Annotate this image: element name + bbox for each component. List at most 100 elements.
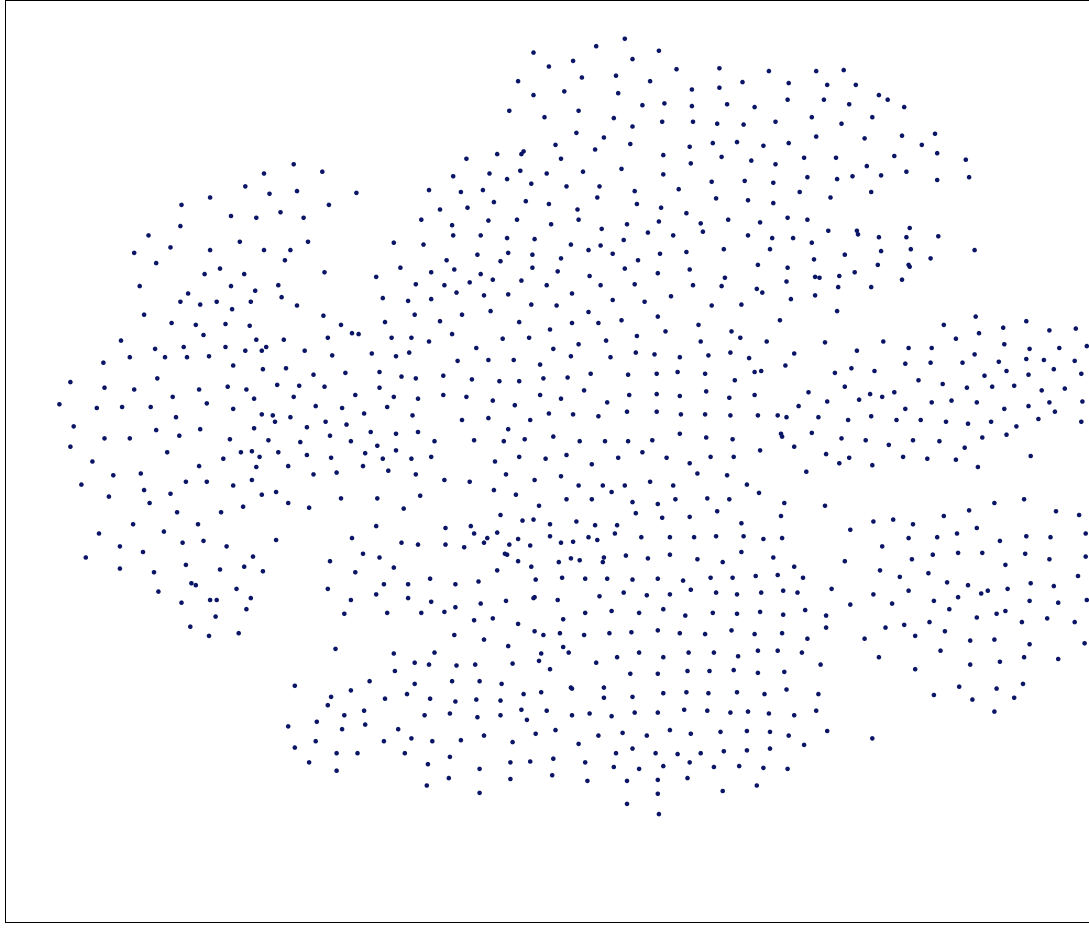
scatter-point <box>876 654 882 660</box>
scatter-point <box>515 78 521 84</box>
scatter-point <box>593 660 599 665</box>
scatter-point <box>325 586 331 592</box>
scatter-point <box>742 178 747 184</box>
scatter-point <box>706 353 711 358</box>
scatter-point <box>478 233 484 238</box>
scatter-point <box>260 366 266 372</box>
scatter-point <box>1055 600 1061 605</box>
scatter-point <box>625 372 631 378</box>
scatter-point <box>655 671 661 677</box>
scatter-point <box>151 570 157 575</box>
scatter-point <box>633 510 639 516</box>
scatter-point <box>655 710 661 715</box>
scatter-point <box>846 102 852 107</box>
scatter-point <box>941 513 947 519</box>
scatter-point <box>625 438 631 444</box>
scatter-point <box>871 519 876 524</box>
scatter-point <box>760 290 765 295</box>
scatter-point <box>711 650 717 655</box>
scatter-point <box>516 319 522 325</box>
scatter-point <box>688 587 694 593</box>
scatter-point <box>647 78 653 84</box>
scatter-point <box>661 152 666 158</box>
scatter-point <box>841 67 846 73</box>
scatter-point <box>863 438 868 443</box>
scatter-point <box>338 496 344 501</box>
scatter-point <box>254 215 259 221</box>
scatter-point <box>683 613 688 618</box>
scatter-point <box>544 708 549 713</box>
scatter-point <box>947 606 952 612</box>
scatter-point <box>624 778 630 784</box>
scatter-point <box>670 233 676 238</box>
scatter-point <box>586 309 591 315</box>
scatter-point <box>238 450 244 455</box>
scatter-point <box>667 534 673 540</box>
scatter-point <box>533 731 538 737</box>
scatter-point <box>655 501 661 507</box>
scatter-point <box>204 479 210 485</box>
scatter-point <box>695 471 700 476</box>
scatter-point <box>667 592 673 597</box>
scatter-point <box>514 217 520 222</box>
scatter-point <box>577 558 582 563</box>
scatter-point <box>465 205 470 210</box>
scatter-point <box>889 601 895 606</box>
scatter-point <box>868 284 874 290</box>
scatter-point <box>477 678 482 684</box>
scatter-point <box>384 610 390 616</box>
scatter-point <box>741 534 746 539</box>
scatter-point <box>338 322 344 328</box>
scatter-point <box>754 286 760 292</box>
scatter-point <box>564 184 569 189</box>
scatter-point <box>313 403 319 409</box>
scatter-point <box>153 427 159 433</box>
scatter-point <box>696 322 701 328</box>
scatter-point <box>327 558 333 564</box>
scatter-point <box>587 273 592 279</box>
scatter-point <box>604 576 610 581</box>
scatter-point <box>259 492 265 498</box>
scatter-point <box>471 438 477 443</box>
scatter-point <box>761 765 766 771</box>
scatter-point <box>687 514 692 520</box>
scatter-point <box>752 369 757 375</box>
scatter-point <box>907 264 912 270</box>
scatter-point <box>488 308 493 314</box>
scatter-point <box>564 497 569 502</box>
scatter-point <box>811 257 817 262</box>
scatter-point <box>635 258 641 263</box>
scatter-point <box>767 746 773 751</box>
scatter-point <box>972 352 977 357</box>
scatter-point <box>503 598 509 604</box>
scatter-point <box>546 201 552 207</box>
scatter-point <box>927 619 932 625</box>
scatter-point <box>962 445 967 451</box>
scatter-point <box>710 610 716 616</box>
scatter-point <box>667 552 673 557</box>
scatter-point <box>544 171 549 176</box>
scatter-point <box>373 274 379 280</box>
scatter-point <box>1004 368 1009 374</box>
scatter-point <box>690 119 696 125</box>
scatter-point <box>524 717 530 723</box>
scatter-point <box>785 215 790 221</box>
scatter-point <box>1053 509 1059 514</box>
scatter-point <box>850 174 855 179</box>
scatter-point <box>449 331 455 337</box>
scatter-point <box>592 147 598 152</box>
scatter-point <box>343 370 348 376</box>
scatter-point <box>721 749 727 754</box>
scatter-point <box>659 119 665 125</box>
scatter-point <box>508 760 513 765</box>
scatter-point <box>925 456 930 462</box>
scatter-point <box>728 710 733 715</box>
scatter-point <box>344 422 349 427</box>
scatter-point <box>306 505 312 511</box>
scatter-point <box>797 189 802 195</box>
scatter-point <box>131 387 137 392</box>
scatter-point <box>992 500 997 506</box>
scatter-point <box>717 85 722 90</box>
scatter-point <box>630 124 635 129</box>
scatter-point <box>752 104 757 110</box>
